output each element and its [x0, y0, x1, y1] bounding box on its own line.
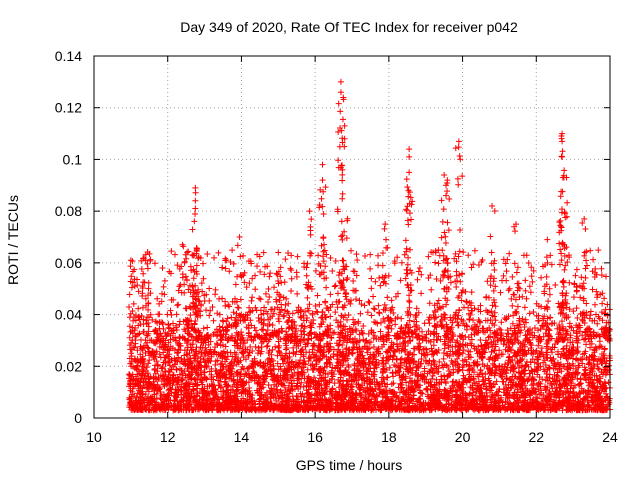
data-point: [538, 345, 545, 352]
data-point: [187, 312, 194, 319]
data-point: [438, 373, 445, 380]
data-point: [128, 350, 135, 357]
data-point: [522, 362, 529, 369]
data-point: [587, 344, 594, 351]
data-point: [223, 318, 230, 325]
data-point: [594, 365, 601, 372]
data-point: [549, 385, 556, 392]
data-point: [403, 379, 410, 386]
data-point: [265, 382, 272, 389]
data-point: [563, 342, 570, 349]
data-point: [269, 346, 276, 353]
data-point: [245, 379, 252, 386]
data-point: [503, 376, 510, 383]
y-axis-label: ROTI / TECUs: [5, 195, 21, 285]
data-point: [269, 322, 276, 329]
data-point: [596, 344, 603, 351]
data-point: [442, 380, 449, 387]
data-point: [390, 380, 397, 387]
data-point: [459, 350, 466, 357]
data-point: [579, 332, 586, 339]
data-point: [264, 342, 271, 349]
data-point: [146, 357, 153, 364]
data-point: [459, 367, 466, 374]
data-point: [140, 379, 147, 386]
data-point: [280, 313, 287, 320]
data-point: [138, 312, 145, 319]
data-point: [145, 360, 152, 367]
data-point: [560, 346, 567, 353]
data-point: [518, 364, 525, 371]
x-axis-label: GPS time / hours: [296, 457, 403, 473]
data-point: [247, 343, 254, 350]
data-point: [154, 362, 161, 369]
data-point: [252, 327, 259, 334]
data-point: [254, 350, 261, 357]
data-points: [126, 78, 613, 414]
data-point: [331, 380, 338, 387]
data-point: [332, 365, 339, 372]
data-point: [414, 363, 421, 370]
data-point: [482, 371, 489, 378]
data-point: [135, 305, 142, 312]
data-point: [349, 350, 356, 357]
data-point: [426, 358, 433, 365]
data-point: [450, 378, 457, 385]
data-point: [440, 355, 447, 362]
data-point: [429, 375, 436, 382]
data-point: [210, 317, 217, 324]
data-point: [448, 397, 455, 404]
data-point: [364, 309, 371, 316]
data-point: [301, 331, 308, 338]
data-point: [328, 334, 335, 341]
data-point: [542, 330, 549, 337]
data-point: [149, 316, 156, 323]
data-point: [355, 318, 362, 325]
data-point: [471, 343, 478, 350]
data-point: [477, 337, 484, 344]
data-point: [283, 328, 290, 335]
data-point: [478, 342, 485, 349]
data-point: [285, 317, 292, 324]
data-point: [406, 317, 413, 324]
data-point: [389, 370, 396, 377]
data-point: [245, 352, 252, 359]
data-point: [274, 360, 281, 367]
chart-title: Day 349 of 2020, Rate Of TEC Index for r…: [180, 19, 518, 35]
data-point: [298, 379, 305, 386]
data-point: [477, 367, 484, 374]
data-point: [533, 347, 540, 354]
data-point: [127, 380, 134, 387]
data-point: [521, 304, 528, 311]
data-point: [381, 301, 388, 308]
data-point: [569, 339, 576, 346]
data-point: [508, 346, 515, 353]
data-point: [126, 323, 133, 330]
data-point: [534, 367, 541, 374]
data-point: [304, 366, 311, 373]
data-point: [286, 314, 293, 321]
data-point: [509, 341, 516, 348]
data-point: [398, 315, 405, 322]
data-point: [272, 343, 279, 350]
data-point: [204, 324, 211, 331]
data-point: [468, 336, 475, 343]
data-point: [252, 343, 259, 350]
data-point: [528, 367, 535, 374]
data-point: [392, 321, 399, 328]
data-point: [554, 369, 561, 376]
data-point: [258, 340, 265, 347]
data-point: [594, 320, 601, 327]
data-point: [577, 380, 584, 387]
data-point: [434, 337, 441, 344]
data-point: [183, 379, 190, 386]
data-point: [429, 372, 436, 379]
data-point: [206, 312, 213, 319]
data-point: [255, 315, 262, 322]
data-point: [377, 319, 384, 326]
data-point: [506, 353, 513, 360]
data-point: [497, 326, 504, 333]
